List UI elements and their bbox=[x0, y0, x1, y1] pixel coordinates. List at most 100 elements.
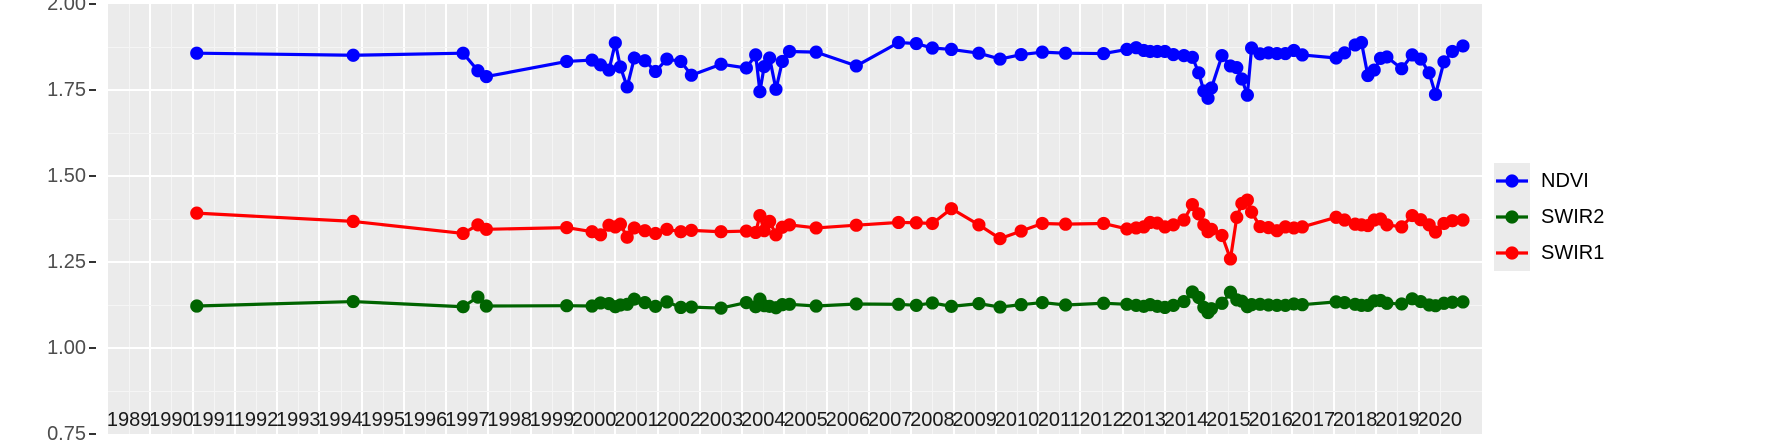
data-point bbox=[1097, 296, 1111, 310]
data-point bbox=[456, 226, 470, 241]
x-tick-label: 1996 bbox=[402, 409, 448, 431]
data-point bbox=[346, 48, 360, 62]
data-point bbox=[1338, 213, 1352, 227]
data-point bbox=[638, 224, 652, 238]
data-point bbox=[620, 230, 634, 244]
x-tick-label: 2001 bbox=[614, 409, 659, 431]
data-point bbox=[648, 64, 663, 79]
series-swir2 bbox=[190, 285, 1470, 320]
data-point bbox=[1215, 296, 1229, 310]
x-tick-label: 1994 bbox=[318, 409, 363, 431]
data-point bbox=[1192, 66, 1206, 80]
data-point bbox=[602, 63, 616, 77]
data-point bbox=[1201, 91, 1215, 105]
data-point bbox=[1035, 45, 1049, 59]
data-point bbox=[613, 60, 627, 74]
y-tick-label: 2.00 bbox=[47, 0, 86, 15]
data-point bbox=[190, 206, 204, 220]
data-point bbox=[1230, 210, 1244, 224]
data-point bbox=[753, 85, 767, 99]
data-point bbox=[1295, 220, 1309, 234]
gridline-major-horizontal bbox=[108, 261, 1482, 263]
series-layer bbox=[190, 35, 1470, 320]
data-point bbox=[944, 299, 959, 313]
x-tick-label: 2000 bbox=[571, 409, 617, 431]
data-point bbox=[648, 299, 663, 313]
x-tick-label: 1995 bbox=[360, 409, 406, 431]
data-point bbox=[471, 290, 485, 304]
data-point bbox=[944, 42, 959, 57]
y-tick-label: 0.75 bbox=[47, 423, 86, 442]
data-point bbox=[620, 80, 634, 94]
data-point bbox=[1177, 213, 1191, 227]
data-point bbox=[1035, 295, 1049, 310]
data-point bbox=[1445, 295, 1460, 309]
data-point bbox=[1380, 296, 1394, 310]
data-point bbox=[1185, 50, 1199, 64]
data-point bbox=[638, 54, 652, 68]
data-point bbox=[849, 297, 863, 311]
x-tick-label: 2016 bbox=[1248, 409, 1293, 431]
data-point bbox=[1192, 290, 1206, 305]
x-tick-label: 2003 bbox=[698, 409, 744, 431]
data-point bbox=[1354, 35, 1369, 50]
data-point bbox=[479, 69, 493, 84]
data-point bbox=[909, 298, 923, 312]
data-point bbox=[909, 36, 923, 51]
legend-item-ndvi[interactable]: NDVI bbox=[1494, 163, 1604, 199]
data-point bbox=[190, 299, 204, 313]
data-point bbox=[346, 294, 360, 309]
data-point bbox=[1456, 39, 1470, 53]
data-point bbox=[1185, 197, 1199, 212]
legend-item-swir1[interactable]: SWIR1 bbox=[1494, 235, 1604, 271]
x-tick-label: 1998 bbox=[487, 409, 532, 431]
data-point bbox=[346, 214, 360, 229]
gridline-major-horizontal bbox=[108, 89, 1482, 91]
y-tick-mark bbox=[89, 89, 96, 91]
data-point bbox=[660, 222, 674, 236]
legend-key-point-icon bbox=[1494, 199, 1530, 235]
x-tick-label: 1993 bbox=[275, 409, 321, 431]
y-tick-label: 1.00 bbox=[47, 337, 86, 359]
x-tick-label: 2012 bbox=[1079, 409, 1124, 431]
data-point bbox=[763, 214, 777, 229]
data-point bbox=[782, 44, 797, 59]
data-point bbox=[972, 297, 986, 311]
data-point bbox=[1058, 217, 1073, 231]
data-point bbox=[660, 52, 674, 66]
data-point bbox=[1192, 207, 1206, 221]
data-point bbox=[769, 82, 783, 96]
data-point bbox=[1445, 44, 1460, 59]
data-point bbox=[1295, 298, 1309, 312]
y-tick-mark bbox=[89, 3, 96, 5]
data-point bbox=[714, 57, 728, 71]
data-point bbox=[1295, 48, 1309, 62]
legend-item-swir2[interactable]: SWIR2 bbox=[1494, 199, 1604, 235]
data-point bbox=[1456, 295, 1470, 309]
data-point bbox=[684, 68, 699, 82]
data-point bbox=[1338, 295, 1352, 310]
legend-key-point-icon bbox=[1494, 235, 1530, 271]
x-tick-label: 1997 bbox=[445, 409, 490, 431]
x-tick-label: 2014 bbox=[1163, 409, 1209, 431]
x-tick-label: 2017 bbox=[1290, 409, 1336, 431]
data-point bbox=[1428, 225, 1443, 239]
x-tick-label: 2002 bbox=[656, 409, 701, 431]
data-point bbox=[1097, 46, 1111, 61]
data-point bbox=[1240, 88, 1254, 102]
data-point bbox=[1428, 87, 1443, 102]
x-tick-label: 2018 bbox=[1332, 409, 1378, 431]
data-point bbox=[972, 46, 986, 60]
data-point bbox=[849, 59, 863, 73]
x-tick-label: 2011 bbox=[1037, 409, 1081, 431]
data-point bbox=[1445, 214, 1460, 228]
data-point bbox=[1215, 228, 1229, 243]
x-tick-label: 2007 bbox=[867, 409, 913, 431]
data-point bbox=[627, 292, 641, 306]
data-point bbox=[1014, 47, 1028, 62]
gridline-minor-horizontal bbox=[108, 47, 1482, 48]
data-point bbox=[739, 61, 753, 75]
data-point bbox=[638, 295, 652, 310]
y-tick-label: 1.25 bbox=[47, 251, 86, 273]
data-point bbox=[1204, 302, 1219, 316]
